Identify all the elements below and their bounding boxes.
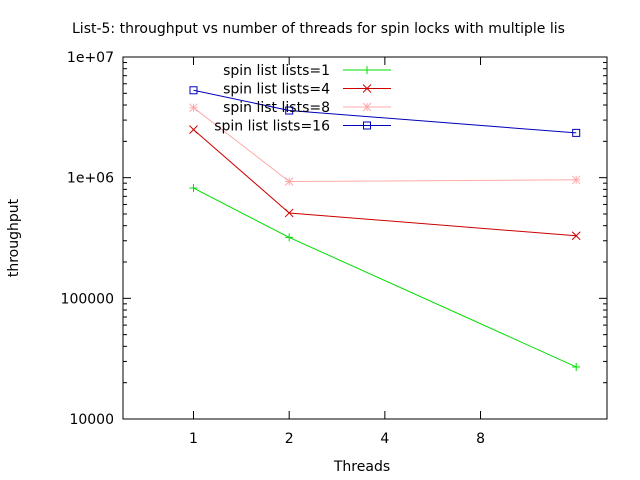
x-tick-label: 2 <box>285 431 294 447</box>
x-tick-label: 4 <box>380 431 389 447</box>
series-line-4 <box>193 89 577 134</box>
legend-marker <box>362 84 372 93</box>
data-point <box>284 208 294 218</box>
chart-title: List-5: throughput vs number of threads … <box>72 21 565 37</box>
series-line-2 <box>193 129 577 237</box>
x-tick-label: 1 <box>189 431 198 447</box>
legend-label: spin list lists=16 <box>214 119 330 135</box>
data-point <box>571 231 581 241</box>
data-point <box>285 106 294 115</box>
y-tick-label: 1e+07 <box>67 50 114 66</box>
series-layer <box>189 86 581 371</box>
y-tick-label: 100000 <box>61 291 114 307</box>
y-tick-label: 10000 <box>69 412 114 428</box>
legend-marker <box>363 121 371 130</box>
y-axis-label: throughput <box>6 198 22 277</box>
legend-label: spin list lists=1 <box>223 63 330 79</box>
legend: spin list lists=1 spin list lists=4 spin l… <box>214 63 391 135</box>
data-point <box>284 177 294 186</box>
data-point <box>572 362 581 371</box>
data-point <box>189 103 198 113</box>
data-point <box>189 125 198 135</box>
legend-label: spin list lists=8 <box>223 100 330 116</box>
data-point <box>572 128 581 137</box>
x-tick-label: 8 <box>476 431 485 447</box>
legend-label: spin list lists=4 <box>223 82 330 98</box>
y-axis: 10000 100000 1e+06 1e+07 <box>61 50 607 428</box>
y-tick-label: 1e+06 <box>67 171 114 187</box>
series-line-1 <box>193 187 577 368</box>
data-point <box>189 184 198 193</box>
data-point <box>189 86 198 95</box>
x-axis: 1 2 4 8 <box>189 57 485 447</box>
plot-frame <box>122 56 608 420</box>
data-point <box>571 175 581 185</box>
data-point <box>285 233 294 242</box>
legend-marker <box>363 66 371 74</box>
x-axis-label: Threads <box>333 459 390 475</box>
legend-marker <box>362 102 372 112</box>
